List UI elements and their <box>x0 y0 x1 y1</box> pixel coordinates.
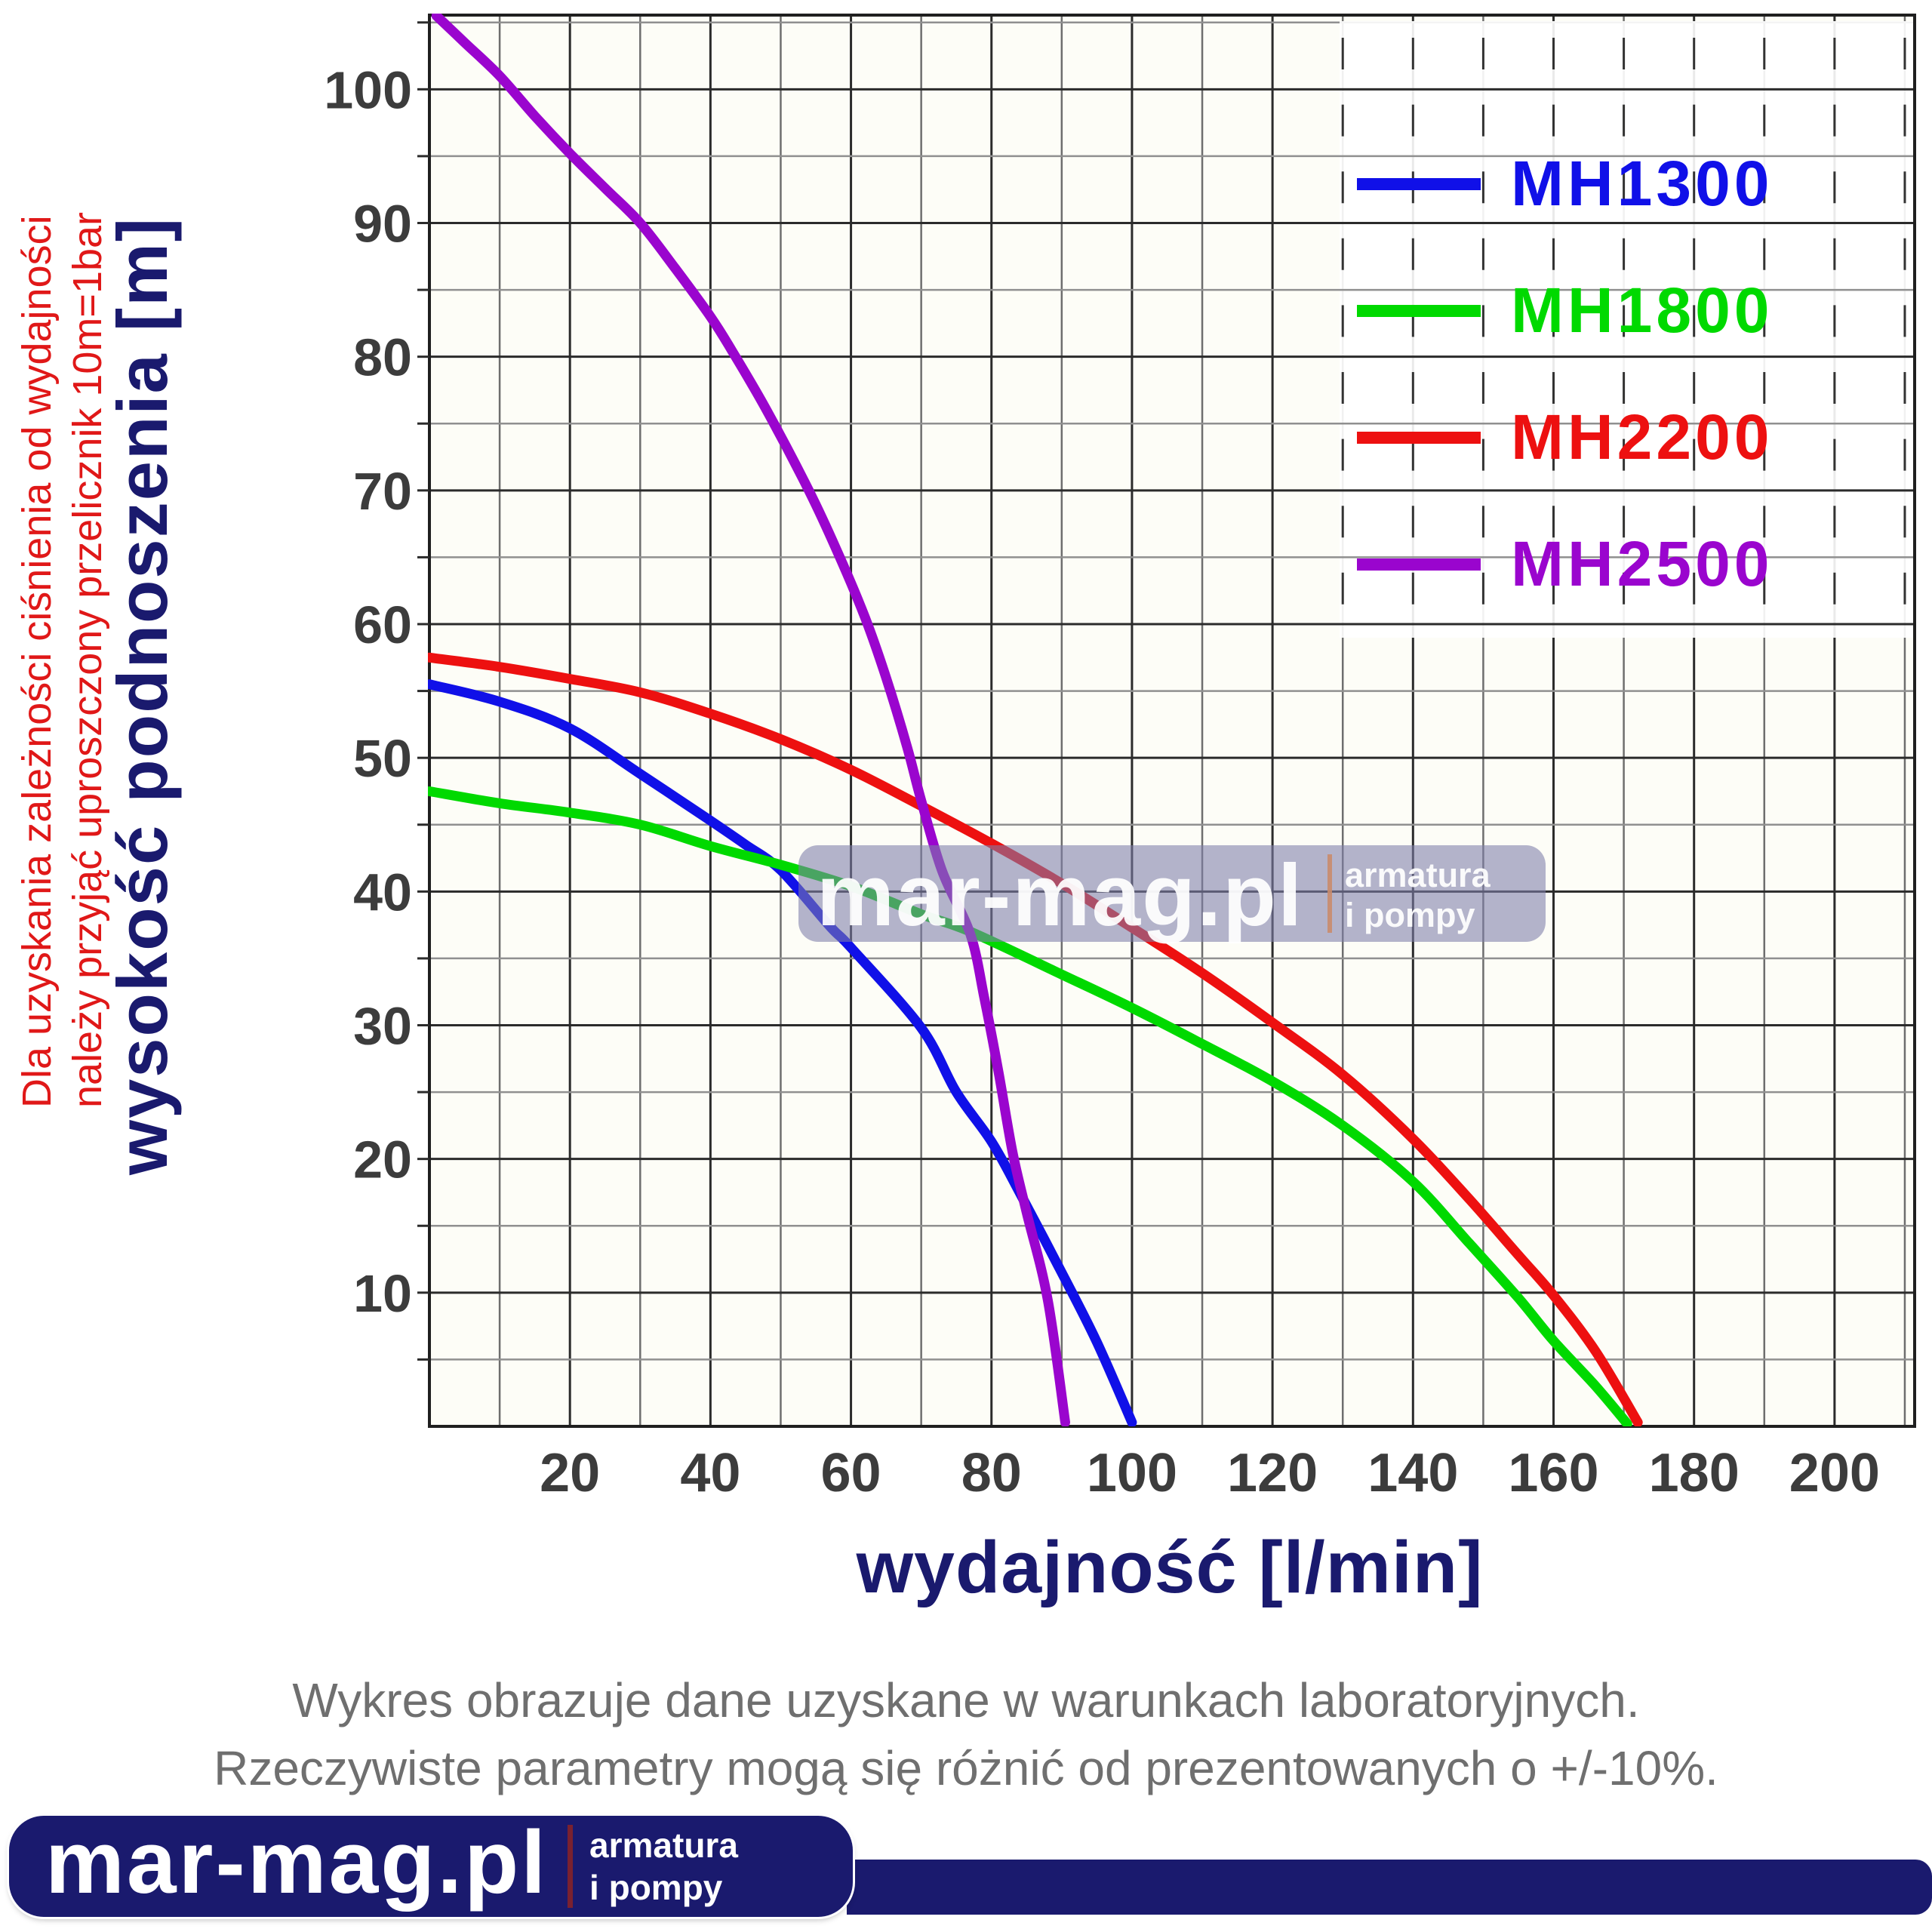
watermark-tagline-2: i pompy <box>1345 896 1475 934</box>
legend-entry-MH2500: MH2500 <box>1357 528 1774 599</box>
x-tick-label: 20 <box>540 1443 600 1503</box>
annotation-line-1: Dla uzyskania zależności ciśnienia od wy… <box>14 215 60 1108</box>
disclaimer-line-1: Wykres obrazuje dane uzyskane w warunkac… <box>292 1673 1640 1727</box>
y-tick-label: 80 <box>353 328 412 387</box>
legend-box <box>1340 21 1913 638</box>
x-tick-label: 100 <box>1087 1443 1177 1503</box>
tick-labels: 10 20 30 40 50 60 70 80 90 100 20 40 60 80 100 120 140 16… <box>324 60 1880 1503</box>
axis-spines <box>428 14 1916 1428</box>
logo-brand-text: mar-mag.pl <box>45 1813 549 1912</box>
x-tick-label: 120 <box>1227 1443 1318 1503</box>
y-tick-label: 10 <box>353 1264 412 1323</box>
pressure-conversion-annotation: Dla uzyskania zależności ciśnienia od wy… <box>12 211 119 1108</box>
annotation-line-2: należy przyjąć uproszczony przelicznik 1… <box>65 211 110 1108</box>
watermark-brand: mar-mag.pl <box>817 846 1303 944</box>
curve-MH2500 <box>431 14 1070 1426</box>
disclaimer-line-2: Rzeczywiste parametry mogą się różnić od… <box>214 1741 1718 1795</box>
y-tick-label: 40 <box>353 863 412 921</box>
x-tick-label: 160 <box>1508 1443 1598 1503</box>
legend-label-MH1300: MH1300 <box>1511 148 1774 219</box>
y-tick-label: 30 <box>353 996 412 1055</box>
curve-MH1800 <box>428 786 1632 1426</box>
y-tick-label: 20 <box>353 1131 412 1189</box>
x-axis-title: wydajność [l/min] <box>856 1526 1484 1608</box>
x-tick-label: 140 <box>1367 1443 1458 1503</box>
y-tick-label: 100 <box>324 60 412 119</box>
legend-label-MH1800: MH1800 <box>1511 275 1774 346</box>
legend-label-MH2500: MH2500 <box>1511 528 1774 599</box>
y-tick-label: 70 <box>353 462 412 521</box>
watermark-box <box>798 845 1546 942</box>
laboratory-disclaimer: Wykres obrazuje dane uzyskane w warunkac… <box>87 1666 1845 1802</box>
mar-mag-logo: mar-mag.pl armatura i pompy <box>9 1816 853 1917</box>
watermark-tagline-1: armatura <box>1345 856 1491 894</box>
legend: MH1300 MH1800 MH2200 MH2500 <box>1340 21 1913 638</box>
y-tick-label: 50 <box>353 729 412 788</box>
footer-bar <box>847 1860 1932 1915</box>
logo-tagline-1: armatura <box>589 1826 738 1865</box>
x-tick-label: 60 <box>821 1443 881 1503</box>
logo-tagline-2: i pompy <box>589 1868 723 1907</box>
x-tick-label: 80 <box>961 1443 1022 1503</box>
legend-label-MH2200: MH2200 <box>1511 401 1774 472</box>
y-tick-label: 60 <box>353 595 412 654</box>
y-tick-marks <box>417 21 429 1361</box>
logo-tagline: armatura i pompy <box>589 1826 738 1906</box>
legend-entry-MH1800: MH1800 <box>1357 275 1774 346</box>
logo-divider <box>568 1825 574 1908</box>
x-tick-label: 40 <box>680 1443 740 1503</box>
x-tick-label: 180 <box>1649 1443 1740 1503</box>
legend-entry-MH1300: MH1300 <box>1357 148 1774 219</box>
y-tick-label: 90 <box>353 194 412 253</box>
legend-entry-MH2200: MH2200 <box>1357 401 1774 472</box>
x-tick-label: 200 <box>1789 1443 1880 1503</box>
